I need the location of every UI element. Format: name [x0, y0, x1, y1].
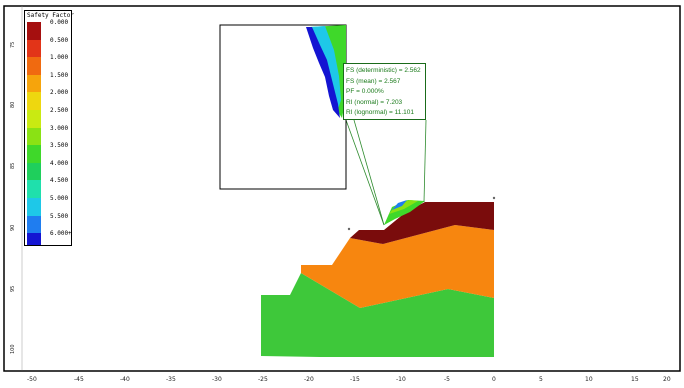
- inset-contour-blue: [306, 27, 340, 118]
- y-tick-label: 100: [10, 344, 16, 354]
- legend-item: 0.000: [26, 19, 72, 40]
- legend-swatch: [27, 145, 41, 163]
- reliability-index-lognormal: RI (lognormal) = 11.101: [346, 109, 414, 117]
- x-tick-label: 10: [585, 376, 593, 383]
- legend-title: Safety Factor: [27, 12, 74, 19]
- fs-mean: FS (mean) = 2.567: [346, 77, 401, 85]
- legend-label: 4.000: [50, 159, 69, 167]
- legend-swatch: [27, 198, 41, 216]
- slip-exit-marker: [492, 196, 496, 200]
- legend-swatch: [27, 22, 41, 40]
- reliability-index-normal: RI (normal) = 7.203: [346, 98, 403, 106]
- safety-factor-legend: Safety Factor 0.000 0.500 1.000 1.500 2.…: [24, 10, 74, 246]
- legend-label: 1.500: [50, 71, 69, 79]
- legend-item: 2.500: [26, 107, 72, 128]
- legend-item: 3.500: [26, 142, 72, 163]
- x-tick-label: -15: [350, 376, 360, 383]
- legend-label: 0.000: [50, 19, 69, 26]
- x-tick-label: 5: [539, 376, 543, 383]
- legend-label: 3.000: [50, 124, 69, 132]
- legend-swatch: [27, 74, 41, 93]
- slip-entry-marker: [347, 227, 351, 231]
- y-tick-label: 80: [10, 101, 16, 108]
- material-middle: [301, 225, 494, 308]
- legend-swatch: [27, 57, 41, 75]
- legend-item: 5.500: [26, 212, 72, 234]
- legend-swatch: [27, 92, 41, 110]
- y-tick-label: 95: [10, 285, 16, 292]
- x-tick-label: -45: [74, 376, 84, 383]
- legend-label: 5.500: [50, 212, 69, 220]
- legend-swatch: [27, 39, 41, 58]
- legend-swatch: [27, 127, 41, 146]
- legend-item: 5.000: [26, 195, 72, 216]
- x-tick-label: -20: [304, 376, 314, 383]
- legend-swatch: [27, 180, 41, 198]
- legend-swatch: [27, 162, 41, 181]
- legend-swatch: [27, 233, 41, 246]
- legend-item: 2.000: [26, 89, 72, 110]
- x-tick-label: -25: [258, 376, 268, 383]
- legend-label: 4.500: [50, 177, 69, 185]
- legend-item: 3.000: [26, 124, 72, 146]
- legend-swatch: [27, 215, 41, 234]
- legend-label: 0.500: [50, 36, 69, 44]
- y-tick-label: 75: [10, 41, 16, 48]
- legend-label: 2.000: [50, 89, 69, 97]
- x-tick-label: -40: [120, 376, 130, 383]
- material-base: [261, 273, 494, 357]
- fs-deterministic: FS (deterministic) = 2.562: [346, 67, 421, 74]
- x-tick-label: -10: [396, 376, 406, 383]
- x-tick-label: 15: [631, 376, 639, 383]
- legend-swatch: [27, 110, 41, 128]
- legend-label: 6.000+: [50, 230, 72, 238]
- legend-label: 2.500: [50, 107, 69, 114]
- legend-label: 5.000: [50, 195, 69, 202]
- legend-item: 0.500: [26, 36, 72, 58]
- slip-contour-mid: [389, 200, 418, 214]
- legend-item: 6.000+: [26, 230, 72, 246]
- legend-label: 1.000: [50, 54, 69, 62]
- legend-label: 3.500: [50, 142, 69, 150]
- x-tick-label: 20: [663, 376, 671, 383]
- x-tick-label: 0: [492, 376, 496, 383]
- fs-results-box: FS (deterministic) = 2.562 FS (mean) = 2…: [343, 63, 426, 120]
- leader-line-right: [345, 119, 385, 226]
- x-tick-label: -35: [166, 376, 176, 383]
- y-tick-label: 90: [10, 224, 16, 231]
- y-tick-label: 85: [10, 162, 16, 169]
- leader-line-box: [423, 119, 427, 203]
- material-crest: [350, 202, 494, 244]
- slip-contour-inner: [392, 200, 407, 210]
- x-tick-label: -50: [27, 376, 37, 383]
- legend-item: 1.500: [26, 71, 72, 93]
- probability-of-failure: PF = 0.000%: [346, 88, 384, 96]
- x-tick-label: -5: [444, 376, 450, 383]
- legend-item: 4.000: [26, 159, 72, 181]
- x-tick-label: -30: [212, 376, 222, 383]
- slip-contour-outer: [384, 200, 425, 225]
- legend-item: 1.000: [26, 54, 72, 75]
- legend-item: 4.500: [26, 177, 72, 198]
